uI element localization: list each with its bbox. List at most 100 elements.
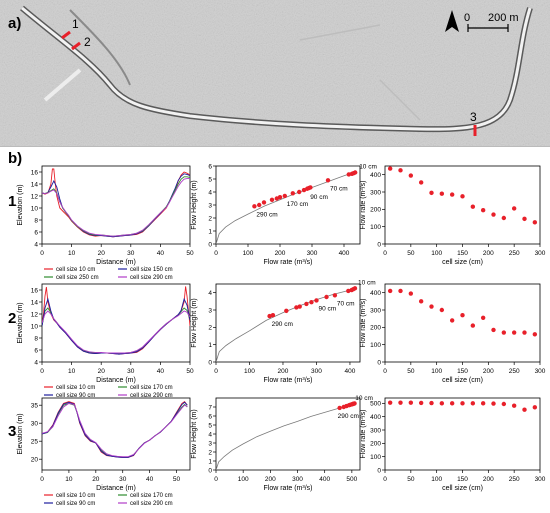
profile-1-ytick-label-4: 12 [31, 193, 39, 200]
flow-1-ytick-label-0: 0 [377, 241, 381, 248]
profile-2-xtick-label-4: 40 [157, 368, 165, 375]
rating-2-annotation-2: 90 cm [318, 305, 336, 312]
flow-2-xtick-label-6: 300 [535, 368, 546, 375]
flow-1-point-7 [460, 194, 465, 199]
row-label-1: 1 [8, 193, 16, 210]
rating-1-point-17 [353, 170, 358, 175]
rating-2-xtick-label-3: 300 [311, 368, 322, 375]
profile-2-ytick-label-2: 8 [34, 335, 38, 342]
profile-3-legend-label-1: cell size 170 cm [130, 493, 173, 499]
rating-2-point-3 [294, 305, 299, 310]
profile-1-xtick-label-0: 0 [40, 250, 44, 257]
flow-2-point-11 [501, 330, 507, 335]
profile-1-xtick-label-5: 50 [186, 250, 194, 257]
flow-1-point-9 [480, 208, 486, 213]
rating-2-ytick-label-3: 3 [208, 307, 212, 314]
profile-2-xtick-label-5: 50 [186, 368, 194, 375]
profile-2-xtick-label-1: 10 [68, 368, 76, 375]
rating-1-ytick-label-1: 1 [208, 228, 212, 235]
profile-2-series-3 [42, 310, 190, 354]
profile-3-legend-label-0: cell size 10 cm [56, 493, 95, 499]
profile-3-xtick-label-3: 30 [119, 476, 127, 483]
section-1-marker [61, 30, 71, 40]
profile-1-series-1 [42, 173, 190, 238]
flow-2-xtick-label-2: 100 [431, 368, 442, 375]
flow-1-point-10 [491, 212, 496, 217]
rating-2-xtick-label-4: 400 [345, 368, 356, 375]
flow-2-xtick-label-4: 200 [483, 368, 494, 375]
flow-1-xtick-label-3: 150 [457, 250, 468, 257]
flow-3-xtick-label-0: 0 [383, 476, 387, 483]
profile-2-legend-label-3: cell size 290 cm [130, 393, 173, 399]
flow-2-ytick-label-4: 400 [370, 290, 381, 297]
flow-1-point-3 [418, 180, 424, 185]
flow-2-ytick-label-3: 300 [370, 307, 381, 314]
road-line [43, 68, 82, 102]
flow-3-xtick-label-5: 250 [509, 476, 520, 483]
flow-2-point-4 [429, 304, 434, 309]
rating-2-annotation-1: 70 cm [337, 300, 355, 307]
rating-1-ytick-label-2: 2 [208, 215, 212, 222]
rating-1-annotation-3: 170 cm [287, 201, 308, 208]
rating-1-annotation-2: 90 cm [310, 194, 328, 201]
flow-3-point-12 [511, 403, 517, 408]
flow-2-point-7 [460, 313, 465, 318]
flow-3-plot-frame [384, 397, 541, 471]
section-3-label: 3 [470, 110, 477, 124]
flow-1-ytick-label-3: 300 [370, 189, 381, 196]
flow-1-xlabel: cell size (cm) [442, 259, 483, 266]
profile-2-ytick-label-4: 12 [31, 311, 39, 318]
profile-3-ylabel: Elevation (m) [17, 413, 24, 454]
rating-1-point-8 [297, 189, 302, 195]
rating-3-ytick-label-4: 4 [208, 431, 212, 438]
rating-1-xtick-label-3: 300 [307, 250, 318, 257]
panel-b-label: b) [8, 150, 22, 167]
rating-2-point-1 [270, 313, 276, 318]
flow-1-plot-frame [384, 165, 541, 245]
flow-3-xtick-label-4: 200 [483, 476, 494, 483]
rating-1-annotation-0: 10 cm [359, 164, 377, 171]
flow-1-point-1 [398, 168, 403, 173]
profile-3-legend-label-2: cell size 90 cm [56, 501, 95, 507]
rating-1-point-3 [269, 197, 275, 202]
flow-1-ylabel: Flow rate (m³/s) [360, 181, 367, 230]
profile-3-ytick-label-2: 30 [31, 421, 39, 428]
rating-1-xlabel: Flow rate (m³/s) [264, 259, 313, 266]
flow-2-point-9 [480, 315, 486, 320]
profile-1-legend-label-3: cell size 290 cm [130, 275, 173, 281]
profile-1-legend-label-0: cell size 10 cm [56, 267, 95, 273]
flow-1-point-11 [501, 215, 507, 221]
rating-2-xtick-label-0: 0 [214, 368, 218, 375]
charts-panel: b) 1 2 3 0 10 20 30 40 5046810121416Distance … [8, 150, 546, 507]
profile-3-xtick-label-0: 0 [40, 476, 44, 483]
rating-1-ylabel: Flow Height (m) [191, 180, 198, 229]
profile-3-plot-frame [41, 397, 191, 471]
profile-3-xlabel: Distance (m) [96, 485, 136, 492]
flow-2-ytick-label-0: 0 [377, 359, 381, 366]
flow-2-xtick-label-1: 50 [407, 368, 415, 375]
panel-a-label: a) [8, 15, 21, 32]
rating-3-ylabel: Flow Height (m) [191, 409, 198, 458]
rating-3-chart: 0 100 200 300 400 500 0 1 2 3 4 5 6 7 Flow rate (m³/s)… [191, 395, 373, 492]
profile-1-chart: 0 10 20 30 40 50 4 6 8 10 12 14 16 Distance (m) Elevat… [17, 165, 194, 281]
profile-2-ytick-label-0: 4 [34, 359, 38, 366]
profile-2-chart: 0 10 20 30 40 50 4 6 8 10 12 14 16 Distance (m) Elevat… [17, 283, 194, 399]
flow-2-xtick-label-0: 0 [383, 368, 387, 375]
rating-1-point-13 [325, 178, 331, 183]
flow-1-point-8 [470, 204, 476, 209]
profile-1-series-3 [42, 178, 190, 237]
rating-3-xtick-label-5: 500 [346, 476, 357, 483]
flow-2-xlabel: cell size (cm) [442, 377, 483, 384]
profile-3-xtick-label-4: 40 [146, 476, 154, 483]
flow-1-point-2 [408, 173, 414, 178]
rating-1-point-0 [252, 204, 257, 209]
flow-2-xtick-label-3: 150 [457, 368, 468, 375]
rating-2-point-0 [267, 313, 272, 319]
profile-1-xtick-label-2: 20 [98, 250, 106, 257]
rating-1-plot-area [216, 170, 358, 244]
flow-3-point-4 [429, 400, 434, 406]
profile-2-ytick-label-1: 6 [34, 347, 38, 354]
flow-1-xtick-label-4: 200 [483, 250, 494, 257]
profile-1-xtick-label-1: 10 [68, 250, 76, 257]
